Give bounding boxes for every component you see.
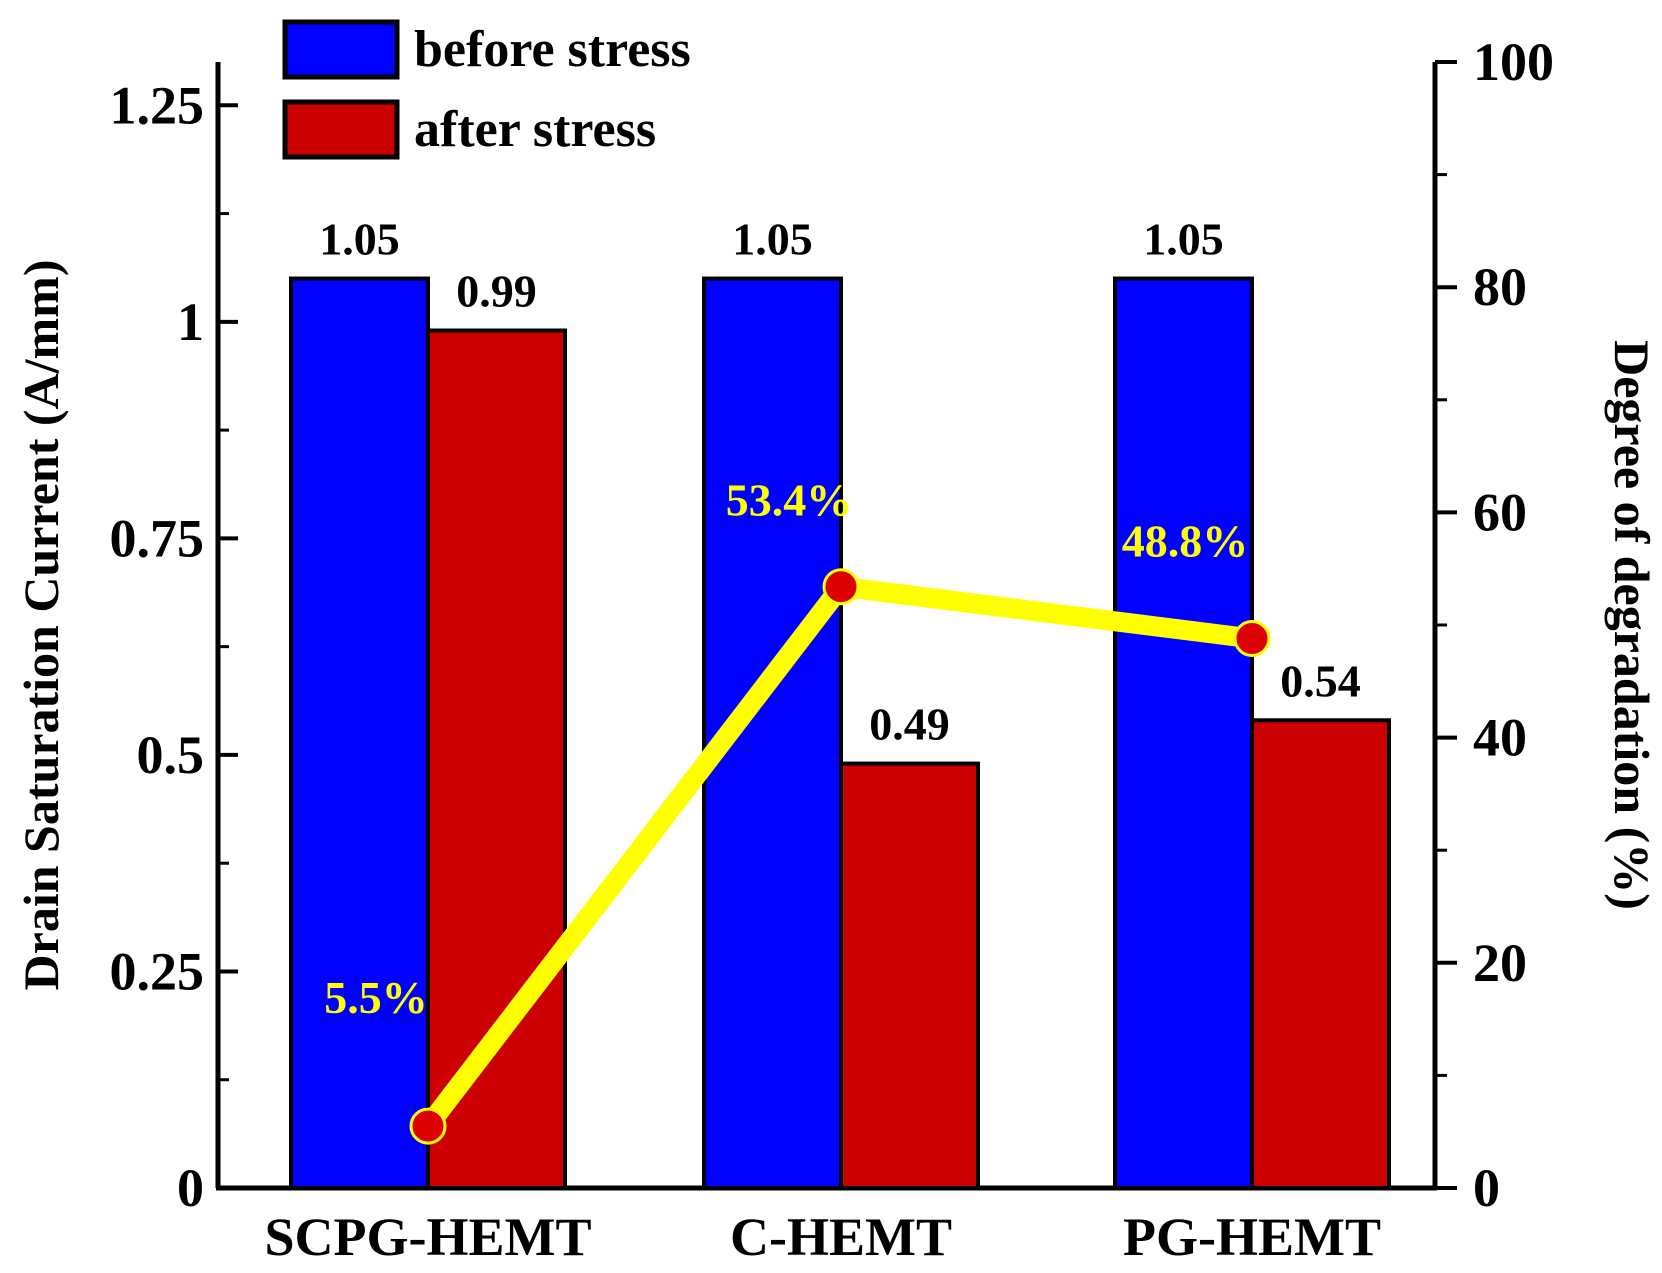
bar-after-stress-value: 0.49 (869, 699, 950, 750)
left-tick-label: 0.75 (110, 508, 205, 568)
x-category-label: SCPG-HEMT (264, 1207, 591, 1267)
right-tick-label: 20 (1473, 933, 1527, 993)
bar-before-stress-value: 1.05 (319, 214, 400, 265)
degradation-marker (409, 1107, 447, 1145)
legend-label-before-stress: before stress (414, 21, 691, 78)
right-tick-label: 100 (1473, 32, 1554, 92)
degradation-value-label: 48.8% (1122, 516, 1249, 567)
degradation-line-layer (409, 568, 1271, 1145)
legend-swatch-after-stress (282, 99, 400, 160)
bar-before-stress (289, 276, 430, 1190)
left-tick-label: 0 (177, 1158, 204, 1218)
right-axis-title: Degree of degradation (%) (1604, 340, 1660, 910)
degradation-value-label: 53.4% (726, 475, 853, 526)
bar-before-stress-value: 1.05 (1143, 214, 1224, 265)
left-tick-label: 0.25 (110, 941, 205, 1001)
right-tick-label: 0 (1473, 1158, 1500, 1218)
left-tick-label: 1.25 (110, 75, 205, 135)
bars-layer (289, 276, 1391, 1190)
right-tick-label: 40 (1473, 708, 1527, 768)
bar-before-stress (1113, 276, 1254, 1190)
degradation-marker (1233, 620, 1271, 658)
left-axis-title: Drain Saturation Current (A/mm) (13, 260, 69, 991)
bar-after-stress (1250, 718, 1391, 1190)
right-tick-label: 80 (1473, 257, 1527, 317)
legend: before stress after stress (282, 19, 691, 160)
labels-layer: 1.05 0.99 1.05 0.49 1.05 0.54 5.5% 53.4% 48.8% (319, 214, 1361, 1024)
degradation-marker (822, 568, 860, 606)
degradation-value-label: 5.5% (324, 972, 428, 1023)
bar-after-stress-value: 0.99 (456, 266, 537, 317)
bar-before-stress-value: 1.05 (732, 214, 813, 265)
x-category-label: C-HEMT (730, 1207, 952, 1267)
bar-after-stress (426, 328, 567, 1190)
bar-after-stress (839, 761, 980, 1190)
x-category-label: PG-HEMT (1123, 1207, 1381, 1267)
right-tick-label: 60 (1473, 482, 1527, 542)
left-tick-label: 1 (177, 292, 204, 352)
legend-label-after-stress: after stress (414, 101, 656, 158)
legend-swatch-before-stress (282, 19, 400, 80)
left-tick-label: 0.5 (137, 725, 205, 785)
bar-after-stress-value: 0.54 (1280, 655, 1361, 706)
